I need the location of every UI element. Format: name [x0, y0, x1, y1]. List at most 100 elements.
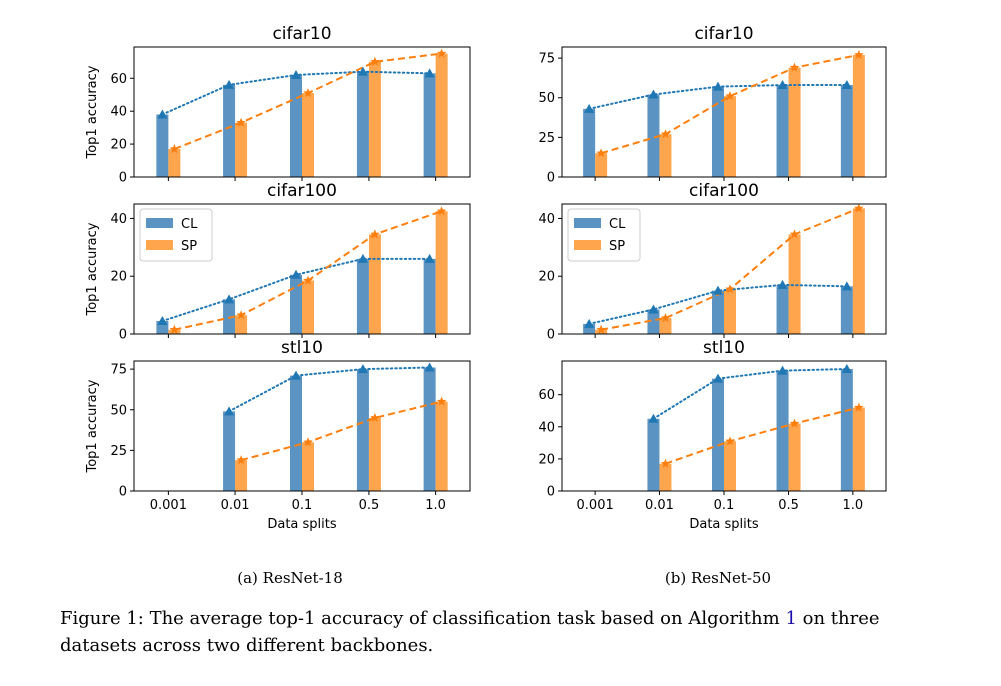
series-line-sp	[665, 406, 860, 465]
bar-cl	[583, 108, 596, 177]
point-cl-triangle	[648, 304, 659, 314]
point-cl-triangle	[424, 68, 435, 78]
y-tick-label: 25	[110, 444, 127, 459]
legend-box	[567, 208, 641, 262]
y-tick-label: 20	[110, 270, 127, 285]
point-sp-star	[303, 437, 313, 447]
bar-cl	[290, 74, 302, 177]
point-cl-triangle	[424, 362, 435, 372]
series-line-cl	[228, 366, 431, 413]
y-tick-label: 40	[538, 212, 555, 227]
point-cl-triangle	[424, 253, 435, 263]
bar-sp	[659, 463, 672, 491]
panel-title: cifar10	[272, 24, 331, 44]
y-tick-label: 20	[538, 452, 555, 467]
bar-cl	[356, 369, 369, 491]
bar-sp	[724, 441, 736, 491]
bar-cl	[583, 323, 596, 334]
series-line-sp	[240, 400, 442, 462]
bar-cl	[423, 73, 436, 177]
bar-cl	[223, 411, 236, 491]
bar-sp	[302, 280, 314, 334]
bar-sp	[368, 417, 381, 491]
point-cl-triangle	[841, 364, 852, 374]
point-cl-triangle	[357, 364, 368, 374]
bar-sp	[595, 153, 608, 177]
bar-sp	[659, 134, 672, 177]
y-tick-label: 50	[110, 403, 127, 418]
point-cl-triangle	[157, 316, 168, 325]
point-cl-triangle	[291, 370, 301, 380]
x-tick-label: 0.001	[577, 498, 614, 513]
bar-sp	[852, 208, 865, 334]
legend-swatch-sp	[574, 240, 601, 250]
point-cl-triangle	[157, 109, 168, 119]
algorithm-reference-link[interactable]: 1	[785, 608, 797, 629]
bar-sp	[852, 54, 865, 177]
bar-cl	[223, 299, 236, 334]
bar-cl	[647, 309, 660, 334]
bar-cl	[156, 114, 169, 177]
panel-title: cifar100	[689, 181, 759, 201]
y-axis-label: Top1 accuracy	[85, 65, 100, 159]
point-sp-star	[169, 144, 180, 154]
bar-sp	[235, 122, 248, 177]
y-axis-label: Top1 accuracy	[85, 379, 100, 473]
point-cl-triangle	[713, 285, 723, 295]
point-sp-star	[725, 91, 735, 101]
x-tick-label: 0.1	[292, 498, 313, 513]
bar-sp	[235, 315, 248, 334]
y-tick-label: 0	[119, 171, 127, 186]
bar-sp	[852, 407, 865, 491]
point-sp-star	[854, 49, 864, 59]
point-cl-triangle	[713, 81, 723, 91]
bar-cl	[776, 284, 789, 334]
x-tick-label: 0.1	[714, 498, 735, 513]
x-tick-label: 0.01	[221, 498, 250, 513]
bar-cl	[712, 86, 724, 177]
subcaption-a: (a) ResNet-18	[237, 569, 342, 587]
bar-cl	[223, 84, 236, 177]
y-tick-label: 0	[119, 328, 127, 343]
point-cl-triangle	[584, 103, 595, 113]
point-cl-triangle	[777, 80, 788, 90]
bar-sp	[302, 93, 314, 177]
panel-title: cifar100	[267, 181, 337, 201]
legend-label-cl: CL	[181, 217, 198, 232]
bar-cl	[776, 370, 789, 491]
point-cl-triangle	[777, 365, 788, 375]
bar-sp	[435, 211, 448, 334]
legend-label-sp: SP	[609, 239, 625, 254]
y-tick-label: 60	[110, 72, 127, 87]
point-sp-star	[854, 203, 864, 213]
bar-cl	[423, 258, 436, 334]
point-sp-star	[789, 229, 800, 239]
caption-suffix: on three datasets across two different b…	[60, 608, 880, 656]
bar-sp	[302, 442, 314, 491]
bar-sp	[788, 234, 801, 334]
y-tick-label: 0	[547, 171, 555, 186]
legend-swatch-cl	[574, 218, 601, 228]
point-cl-triangle	[841, 80, 852, 90]
legend-box	[139, 208, 213, 262]
y-tick-label: 20	[538, 270, 555, 285]
y-axis-label: Top1 accuracy	[85, 222, 100, 316]
point-cl-triangle	[357, 66, 368, 76]
caption-prefix: Figure 1: The average top-1 accuracy of …	[60, 608, 786, 629]
bar-sp	[368, 234, 381, 334]
legend-label-sp: SP	[181, 239, 197, 254]
bar-cl	[356, 258, 369, 334]
x-tick-label: 1.0	[843, 498, 864, 513]
bar-sp	[235, 460, 248, 491]
legend-swatch-sp	[146, 240, 173, 250]
point-sp-star	[303, 88, 313, 98]
legend: CL SP	[139, 208, 213, 262]
point-sp-star	[236, 310, 246, 320]
point-cl-triangle	[648, 413, 659, 423]
point-sp-star	[725, 284, 735, 294]
point-sp-star	[854, 402, 864, 412]
point-sp-star	[596, 324, 606, 334]
bar-sp	[435, 401, 448, 491]
point-sp-star	[725, 436, 735, 446]
